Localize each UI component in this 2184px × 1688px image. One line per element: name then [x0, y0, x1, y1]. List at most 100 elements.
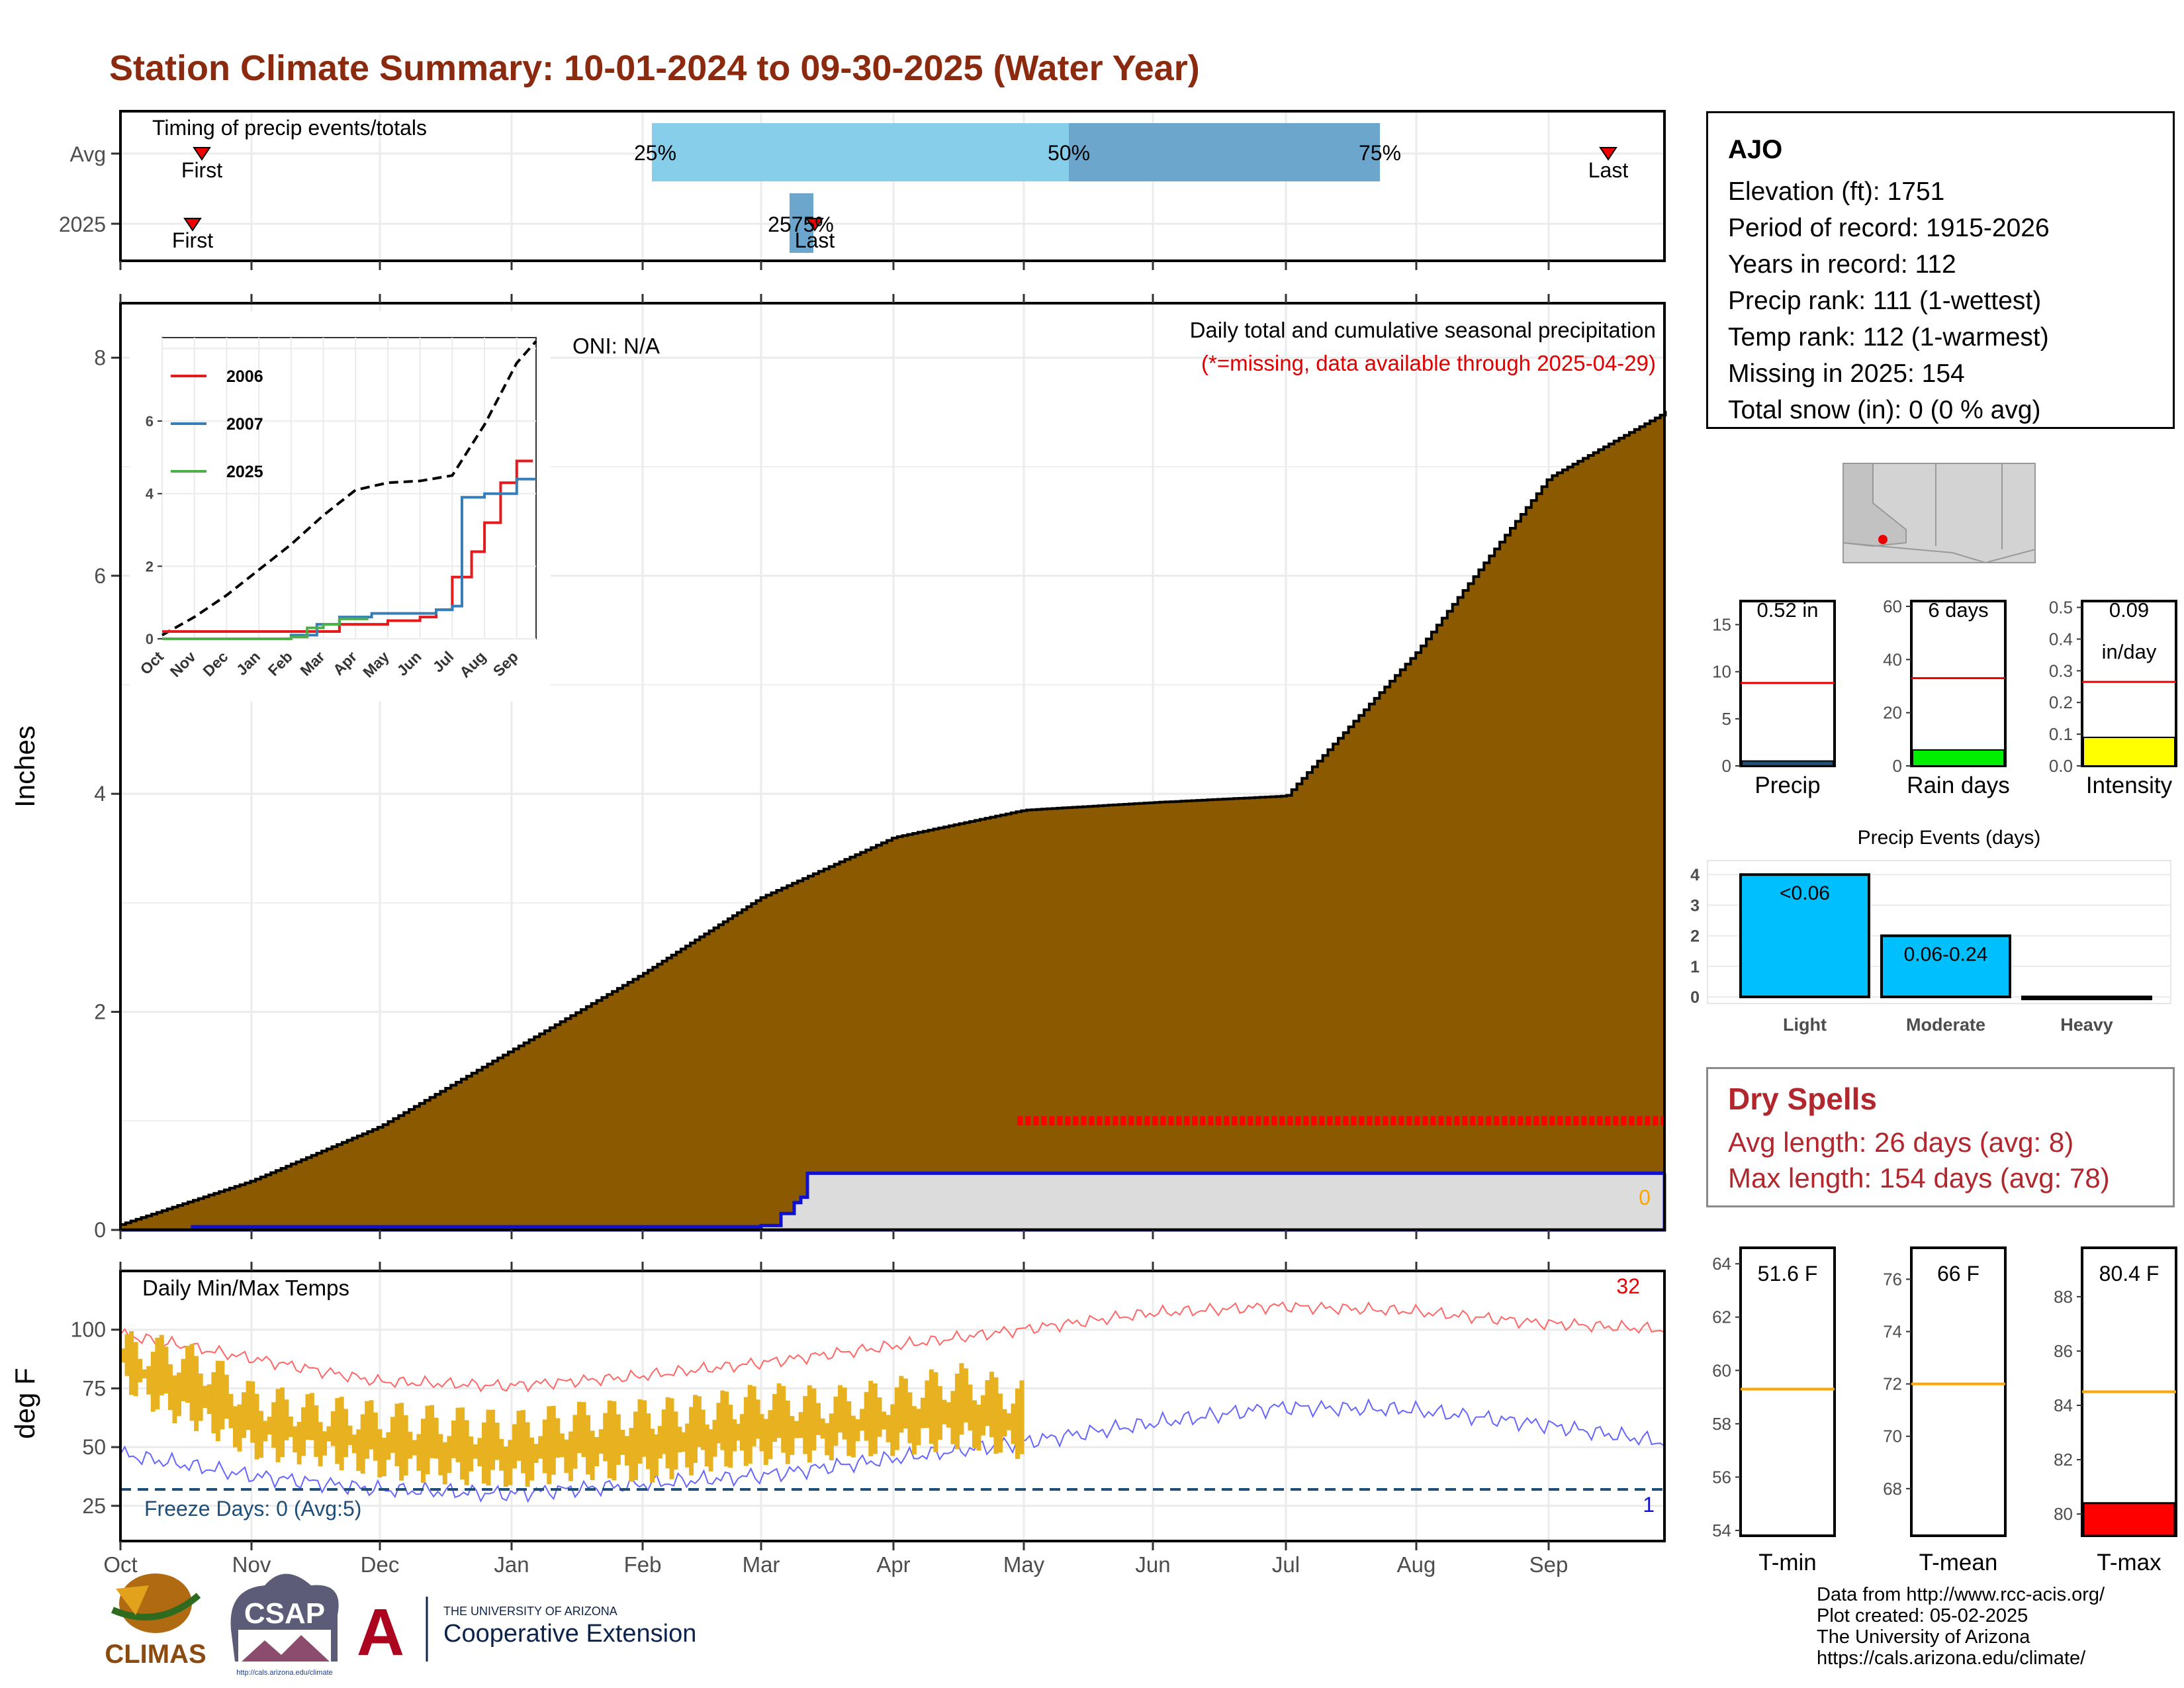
- daily-temp-bar: [776, 1383, 782, 1438]
- daily-temp-bar: [460, 1407, 465, 1480]
- daily-temp-bar: [798, 1412, 803, 1438]
- mini-bar-y-tick: 0: [1893, 756, 1902, 776]
- credit-url: https://cals.arizona.edu/climate/: [1817, 1648, 2086, 1669]
- daily-temp-bar: [950, 1391, 956, 1444]
- station-precip-rank: Precip rank: 111 (1-wettest): [1728, 287, 2042, 315]
- daily-temp-bar: [590, 1430, 595, 1481]
- daily-temp-bar: [594, 1436, 600, 1467]
- daily-temp-bar: [633, 1411, 638, 1480]
- month-label: Jul: [1272, 1552, 1300, 1577]
- daily-temp-bar: [369, 1400, 374, 1450]
- avg-50pct-label: 50%: [1048, 141, 1090, 165]
- daily-temp-bar: [271, 1402, 277, 1448]
- daily-temp-bar: [886, 1415, 891, 1442]
- daily-temp-bar: [399, 1403, 404, 1481]
- daily-temp-bar: [642, 1400, 647, 1457]
- daily-temp-bar: [751, 1386, 756, 1446]
- mini-bar-fill: [2083, 736, 2175, 767]
- daily-temp-bar: [473, 1444, 478, 1459]
- daily-temp-bar: [412, 1440, 417, 1456]
- daily-temp-bar: [646, 1413, 651, 1470]
- daily-temp-bar: [503, 1446, 508, 1487]
- daily-temp-bar: [603, 1413, 608, 1462]
- daily-temp-bar: [899, 1376, 904, 1433]
- event-category-label: Heavy: [2060, 1015, 2113, 1035]
- daily-temp-bar: [1006, 1413, 1011, 1430]
- avg-quartile-bar-low: [652, 123, 1069, 181]
- daily-temp-bar: [455, 1407, 461, 1462]
- daily-temp-bar: [820, 1418, 825, 1439]
- precip-y-tick-label: 2: [94, 1000, 106, 1024]
- event-bar-light: [1739, 873, 1870, 998]
- daily-temp-bar: [877, 1397, 882, 1437]
- daily-temp-bar: [377, 1429, 383, 1477]
- daily-temp-bar: [894, 1387, 899, 1450]
- daily-temp-bar: [155, 1337, 160, 1410]
- daily-temp-bar: [989, 1372, 994, 1438]
- mini-bar-y-tick: 5: [1722, 709, 1731, 729]
- daily-temp-bar: [464, 1420, 469, 1485]
- avg-last-label: Last: [1588, 158, 1629, 182]
- daily-temp-bar: [138, 1358, 143, 1383]
- avg-cumulative-area: [119, 410, 1667, 1231]
- events-title: Precip Events (days): [1858, 827, 2041, 849]
- daily-temp-range-bars: [120, 1331, 1024, 1487]
- station-info-box: AJO Elevation (ft): 1751 Period of recor…: [1706, 111, 2175, 429]
- mini-bar-y-tick: 0.3: [2049, 661, 2073, 680]
- temp-summary-value: 80.4 F: [2099, 1262, 2160, 1286]
- climas-logo-text: CLIMAS: [105, 1640, 206, 1669]
- daily-temp-bar: [980, 1395, 985, 1436]
- daily-temp-bar: [211, 1372, 216, 1434]
- month-axis: Oct Nov Dec Jan Feb Mar Apr May Jun Jul Aug Sep: [103, 261, 1568, 1577]
- 2025-first-label: First: [172, 228, 213, 252]
- inset-y-tick-label: 4: [146, 486, 154, 502]
- daily-temp-bar: [237, 1404, 242, 1452]
- daily-temp-bar: [692, 1395, 698, 1463]
- mini-bar-label: Intensity: [2086, 773, 2173, 798]
- station-period: Period of record: 1915-2026: [1728, 214, 2050, 242]
- daily-temp-bar: [781, 1385, 786, 1453]
- ua-name: THE UNIVERSITY OF ARIZONA: [443, 1605, 617, 1618]
- ua-extension: Cooperative Extension: [443, 1620, 696, 1648]
- daily-temp-bar: [314, 1405, 319, 1457]
- daily-temp-bar: [293, 1426, 298, 1453]
- daily-temp-bar: [803, 1395, 808, 1454]
- station-elevation: Elevation (ft): 1751: [1728, 177, 1945, 206]
- daily-temp-bar: [167, 1364, 173, 1411]
- inset-legend-label: 2007: [226, 415, 263, 434]
- csap-url: http://cals.arizona.edu/climate: [236, 1669, 333, 1677]
- avg-first-label: First: [181, 158, 222, 182]
- daily-temp-bar: [555, 1418, 561, 1458]
- daily-temp-bar: [246, 1381, 251, 1430]
- csap-logo: CSAP http://cals.arizona.edu/climate: [230, 1573, 339, 1677]
- daily-temp-bar: [494, 1423, 500, 1460]
- daily-temp-bar: [976, 1404, 981, 1451]
- daily-temp-bar: [185, 1345, 191, 1403]
- daily-temp-bar: [993, 1377, 999, 1454]
- mini-bar-y-tick: 0.5: [2049, 598, 2073, 618]
- inset-2007-line: [162, 477, 536, 640]
- daily-temp-bar: [653, 1434, 659, 1477]
- precip-y-tick-label: 4: [94, 782, 106, 806]
- daily-temp-bar: [720, 1390, 725, 1450]
- daily-temp-bar: [275, 1389, 281, 1462]
- daily-temp-bar: [882, 1411, 887, 1430]
- daily-temp-bar: [850, 1415, 856, 1458]
- daily-temp-bar: [347, 1425, 353, 1446]
- mini-bar-value: 0.52 in: [1756, 598, 1818, 622]
- daily-temp-bar: [933, 1372, 938, 1452]
- precip-heading: Daily total and cumulative seasonal prec…: [1190, 318, 1656, 342]
- mini-bar-y-tick: 10: [1712, 662, 1731, 682]
- precip-panel: 0 2 4 6 8 Inches Daily total and cumulative …: [9, 302, 1667, 1242]
- month-label: Jan: [494, 1552, 529, 1577]
- daily-temp-bar: [712, 1419, 717, 1457]
- snow-value: 0: [1639, 1186, 1651, 1209]
- temp-summary-t-max: 80 82 84 86 88 80.4 F T-max: [2054, 1246, 2177, 1575]
- daily-temp-bar: [232, 1406, 238, 1448]
- daily-temp-bar: [911, 1406, 917, 1455]
- daily-temp-bar: [330, 1411, 336, 1446]
- temp-summary-y-tick: 88: [2054, 1287, 2073, 1307]
- daily-temp-bar: [925, 1380, 930, 1428]
- temp-y-tick-label: 75: [82, 1376, 106, 1400]
